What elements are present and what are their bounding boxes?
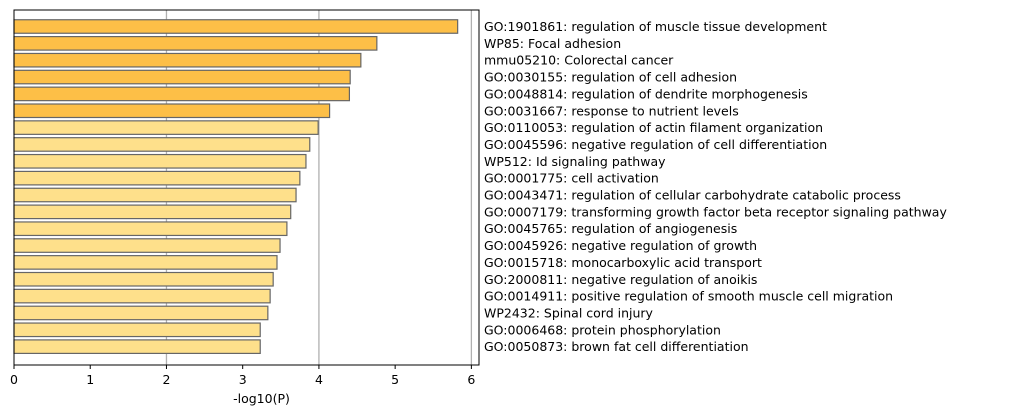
- category-label: mmu05210: Colorectal cancer: [484, 53, 674, 68]
- bar: [13, 238, 281, 253]
- x-tick-label: 0: [10, 372, 18, 387]
- x-tick-label: 1: [86, 372, 94, 387]
- bar: [13, 19, 459, 34]
- category-label: WP85: Focal adhesion: [484, 36, 621, 51]
- bar: [13, 69, 351, 85]
- category-labels: GO:1901861: regulation of muscle tissue …: [484, 19, 947, 354]
- plot-frame: [13, 9, 480, 366]
- bar: [13, 322, 261, 338]
- category-label: GO:2000811: negative regulation of anoik…: [484, 272, 757, 287]
- bars: [13, 19, 459, 354]
- category-label: GO:0048814: regulation of dendrite morph…: [484, 86, 808, 101]
- category-label: WP2432: Spinal cord injury: [484, 305, 654, 320]
- category-label: GO:1901861: regulation of muscle tissue …: [484, 19, 827, 34]
- bar: [13, 52, 362, 68]
- bar: [13, 35, 378, 51]
- bar: [13, 305, 269, 321]
- category-label: GO:0043471: regulation of cellular carbo…: [484, 188, 901, 203]
- category-label: WP512: Id signaling pathway: [484, 154, 666, 169]
- bar: [13, 86, 351, 102]
- category-label: GO:0014911: positive regulation of smoot…: [484, 289, 893, 304]
- x-tick-label: 3: [239, 372, 247, 387]
- bar: [13, 170, 301, 186]
- bar: [13, 187, 297, 203]
- bar: [13, 271, 274, 287]
- category-label: GO:0110053: regulation of actin filament…: [484, 120, 823, 135]
- bar: [13, 153, 307, 169]
- bar: [13, 339, 261, 354]
- bar: [13, 204, 292, 220]
- category-label: GO:0045596: negative regulation of cell …: [484, 137, 827, 152]
- bar: [13, 103, 331, 119]
- bar: [13, 255, 278, 270]
- category-label: GO:0050873: brown fat cell differentiati…: [484, 339, 749, 354]
- category-label: GO:0007179: transforming growth factor b…: [484, 204, 947, 219]
- category-label: GO:0006468: protein phosphorylation: [484, 322, 721, 337]
- bar: [13, 288, 271, 304]
- x-tick-label: 4: [315, 372, 323, 387]
- x-tick-label: 6: [467, 372, 475, 387]
- category-label: GO:0045765: regulation of angiogenesis: [484, 221, 737, 236]
- category-label: GO:0001775: cell activation: [484, 171, 659, 186]
- x-axis: 0 1 2 3 4 5 6: [10, 365, 475, 387]
- x-axis-label: -log10(P): [233, 391, 290, 406]
- category-label: GO:0015718: monocarboxylic acid transpor…: [484, 255, 762, 270]
- x-tick-label: 2: [162, 372, 170, 387]
- category-label: GO:0030155: regulation of cell adhesion: [484, 70, 737, 85]
- bar: [13, 137, 311, 152]
- bar: [13, 120, 319, 135]
- bar: [13, 221, 288, 237]
- x-tick-label: 5: [391, 372, 399, 387]
- category-label: GO:0031667: response to nutrient levels: [484, 103, 739, 118]
- category-label: GO:0045926: negative regulation of growt…: [484, 238, 757, 253]
